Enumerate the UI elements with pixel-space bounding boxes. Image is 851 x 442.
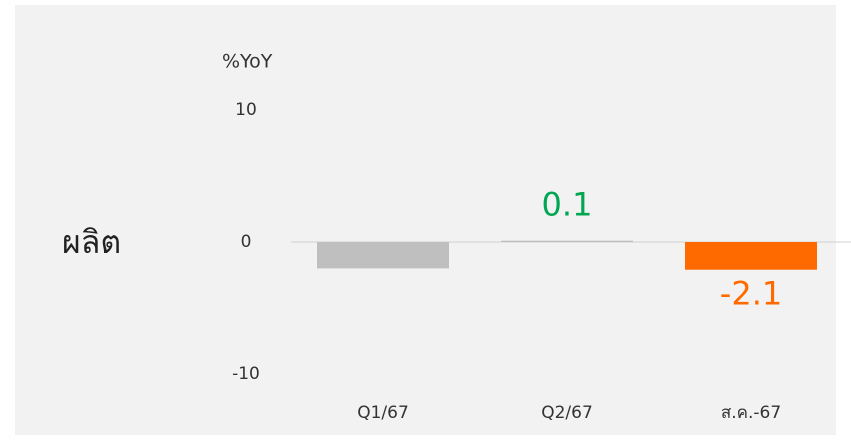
bar xyxy=(501,240,633,242)
x-tick-label: Q1/67 xyxy=(357,403,409,423)
x-tick-label: Q2/67 xyxy=(541,403,593,423)
value-label: 0.1 xyxy=(542,186,593,224)
y-tick-label: 10 xyxy=(235,100,257,120)
row-label: ผลิต xyxy=(62,223,121,261)
y-tick-label: -10 xyxy=(232,364,260,384)
y-tick-label: 0 xyxy=(241,232,252,252)
y-axis-label: %YoY xyxy=(222,51,273,73)
panel xyxy=(15,5,836,435)
bar xyxy=(317,242,449,269)
x-tick-label: ส.ค.-67 xyxy=(721,403,781,423)
value-label: -2.1 xyxy=(720,275,782,313)
bar xyxy=(685,242,817,270)
